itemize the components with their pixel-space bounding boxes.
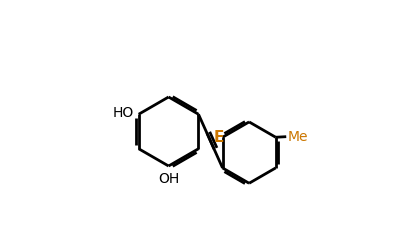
Text: HO: HO bbox=[112, 106, 134, 120]
Text: Me: Me bbox=[288, 130, 308, 144]
Text: OH: OH bbox=[158, 172, 179, 186]
Text: E: E bbox=[214, 130, 224, 145]
